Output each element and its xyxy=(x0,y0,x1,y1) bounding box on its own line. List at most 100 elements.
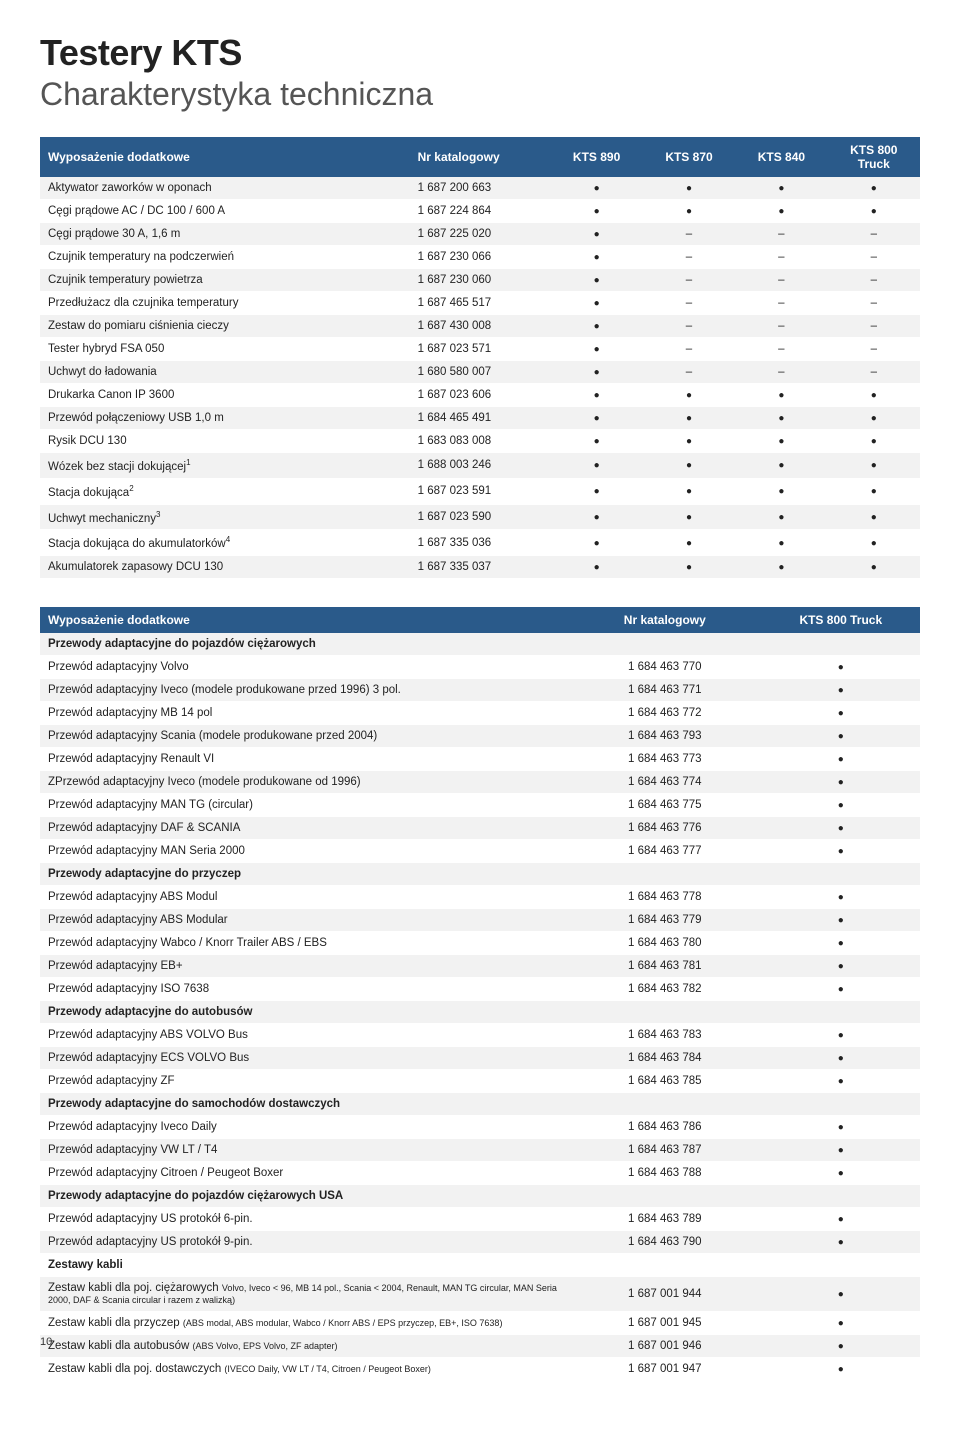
row-label: Uchwyt mechaniczny3 xyxy=(40,504,410,530)
row-mark xyxy=(828,269,920,292)
table-header: KTS 870 xyxy=(643,137,735,177)
row-label: Cęgi prądowe 30 A, 1,6 m xyxy=(40,223,410,246)
row-catalog-number: 1 684 465 491 xyxy=(410,407,551,430)
row-catalog-number: 1 684 463 772 xyxy=(568,702,762,725)
section-heading: Przewody adaptacyjne do pojazdów ciężaro… xyxy=(40,633,920,656)
table-row: Cęgi prądowe 30 A, 1,6 m1 687 225 020 xyxy=(40,223,920,246)
row-mark xyxy=(762,702,920,725)
row-catalog-number: 1 683 083 008 xyxy=(410,430,551,453)
section-heading: Przewody adaptacyjne do samochodów dosta… xyxy=(40,1093,920,1116)
row-label: Przewód adaptacyjny VW LT / T4 xyxy=(40,1139,568,1162)
table-row: Przewód adaptacyjny ABS Modul 1 684 463 … xyxy=(40,886,920,909)
row-mark xyxy=(735,430,827,453)
table-row: Tester hybryd FSA 0501 687 023 571 xyxy=(40,338,920,361)
row-catalog-number: 1 687 224 864 xyxy=(410,200,551,223)
row-label: Przewód adaptacyjny Wabco / Knorr Traile… xyxy=(40,932,568,955)
row-mark xyxy=(762,955,920,978)
row-catalog-number: 1 684 463 787 xyxy=(568,1139,762,1162)
table-row: Przewody adaptacyjne do pojazdów ciężaro… xyxy=(40,1185,920,1208)
table-row: Przewód adaptacyjny ISO 7638 1 684 463 7… xyxy=(40,978,920,1001)
row-label: Przewód adaptacyjny ABS Modul xyxy=(40,886,568,909)
row-label: Zestaw kabli dla poj. ciężarowych Volvo,… xyxy=(40,1277,568,1312)
row-mark xyxy=(643,315,735,338)
row-catalog-number: 1 687 230 066 xyxy=(410,246,551,269)
row-mark xyxy=(762,1116,920,1139)
table-row: Przewód adaptacyjny US protokół 6-pin. 1… xyxy=(40,1208,920,1231)
table-row: Przewód adaptacyjny Iveco Daily 1 684 46… xyxy=(40,1116,920,1139)
row-label: Drukarka Canon IP 3600 xyxy=(40,384,410,407)
table-row: Akumulatorek zapasowy DCU 1301 687 335 0… xyxy=(40,556,920,579)
table-row: Przewód adaptacyjny MAN Seria 2000 1 684… xyxy=(40,840,920,863)
row-label: Czujnik temperatury na podczerwień xyxy=(40,246,410,269)
row-mark xyxy=(762,1139,920,1162)
row-label: Tester hybryd FSA 050 xyxy=(40,338,410,361)
row-mark xyxy=(762,794,920,817)
row-mark xyxy=(735,246,827,269)
row-mark xyxy=(828,223,920,246)
row-mark xyxy=(550,292,642,315)
row-label: Przewód adaptacyjny US protokół 6-pin. xyxy=(40,1208,568,1231)
row-mark xyxy=(828,430,920,453)
row-mark xyxy=(735,504,827,530)
table-header: KTS 800 Truck xyxy=(828,137,920,177)
row-mark xyxy=(735,223,827,246)
row-mark xyxy=(762,748,920,771)
row-mark xyxy=(643,200,735,223)
row-mark xyxy=(762,725,920,748)
row-mark xyxy=(735,478,827,504)
table-row: Przewód adaptacyjny ZF 1 684 463 785 xyxy=(40,1070,920,1093)
row-catalog-number: 1 687 465 517 xyxy=(410,292,551,315)
row-mark xyxy=(762,1358,920,1381)
table-row: ZPrzewód adaptacyjny Iveco (modele produ… xyxy=(40,771,920,794)
row-mark xyxy=(643,338,735,361)
row-catalog-number: 1 684 463 789 xyxy=(568,1208,762,1231)
row-label: Zestaw kabli dla przyczep (ABS modal, AB… xyxy=(40,1312,568,1335)
table-row: Przewód adaptacyjny ABS VOLVO Bus 1 684 … xyxy=(40,1024,920,1047)
row-label: Przewód połączeniowy USB 1,0 m xyxy=(40,407,410,430)
table-row: Przewód adaptacyjny DAF & SCANIA 1 684 4… xyxy=(40,817,920,840)
row-catalog-number: 1 684 463 785 xyxy=(568,1070,762,1093)
row-catalog-number: 1 687 200 663 xyxy=(410,177,551,200)
row-catalog-number: 1 684 463 773 xyxy=(568,748,762,771)
row-catalog-number: 1 684 463 784 xyxy=(568,1047,762,1070)
row-mark xyxy=(762,886,920,909)
row-catalog-number: 1 684 463 770 xyxy=(568,656,762,679)
table-row: Przewód adaptacyjny Renault VI 1 684 463… xyxy=(40,748,920,771)
table-row: Przewód adaptacyjny EB+ 1 684 463 781 xyxy=(40,955,920,978)
row-mark xyxy=(550,453,642,479)
row-mark xyxy=(550,530,642,556)
table-row: Zestaw kabli dla poj. dostawczych (IVECO… xyxy=(40,1358,920,1381)
row-mark xyxy=(550,269,642,292)
row-mark xyxy=(550,407,642,430)
section-heading: Przewody adaptacyjne do przyczep xyxy=(40,863,920,886)
row-mark xyxy=(643,504,735,530)
page-subtitle: Charakterystyka techniczna xyxy=(40,76,920,113)
row-catalog-number: 1 687 023 571 xyxy=(410,338,551,361)
row-label: Przewód adaptacyjny Iveco Daily xyxy=(40,1116,568,1139)
row-mark xyxy=(828,407,920,430)
row-label: Przewód adaptacyjny Renault VI xyxy=(40,748,568,771)
row-catalog-number: 1 687 001 945 xyxy=(568,1312,762,1335)
row-label: Wózek bez stacji dokującej1 xyxy=(40,453,410,479)
row-mark xyxy=(643,292,735,315)
truck-adapters-table: Wyposażenie dodatkoweNr katalogowyKTS 80… xyxy=(40,607,920,1381)
row-label: Akumulatorek zapasowy DCU 130 xyxy=(40,556,410,579)
row-label: Przewód adaptacyjny ECS VOLVO Bus xyxy=(40,1047,568,1070)
page-number: 10 xyxy=(40,1336,52,1348)
row-catalog-number: 1 687 023 591 xyxy=(410,478,551,504)
row-mark xyxy=(735,384,827,407)
row-catalog-number: 1 687 001 947 xyxy=(568,1358,762,1381)
row-label: Przewód adaptacyjny ISO 7638 xyxy=(40,978,568,1001)
table-row: Przewód adaptacyjny Iveco (modele produk… xyxy=(40,679,920,702)
table-header: KTS 890 xyxy=(550,137,642,177)
row-mark xyxy=(828,246,920,269)
row-mark xyxy=(550,430,642,453)
table-row: Cęgi prądowe AC / DC 100 / 600 A1 687 22… xyxy=(40,200,920,223)
row-mark xyxy=(828,504,920,530)
row-mark xyxy=(828,338,920,361)
row-catalog-number: 1 687 335 037 xyxy=(410,556,551,579)
row-catalog-number: 1 684 463 775 xyxy=(568,794,762,817)
table-row: Aktywator zaworków w oponach1 687 200 66… xyxy=(40,177,920,200)
row-label: Zestaw kabli dla poj. dostawczych (IVECO… xyxy=(40,1358,568,1381)
table-row: Czujnik temperatury na podczerwień1 687 … xyxy=(40,246,920,269)
